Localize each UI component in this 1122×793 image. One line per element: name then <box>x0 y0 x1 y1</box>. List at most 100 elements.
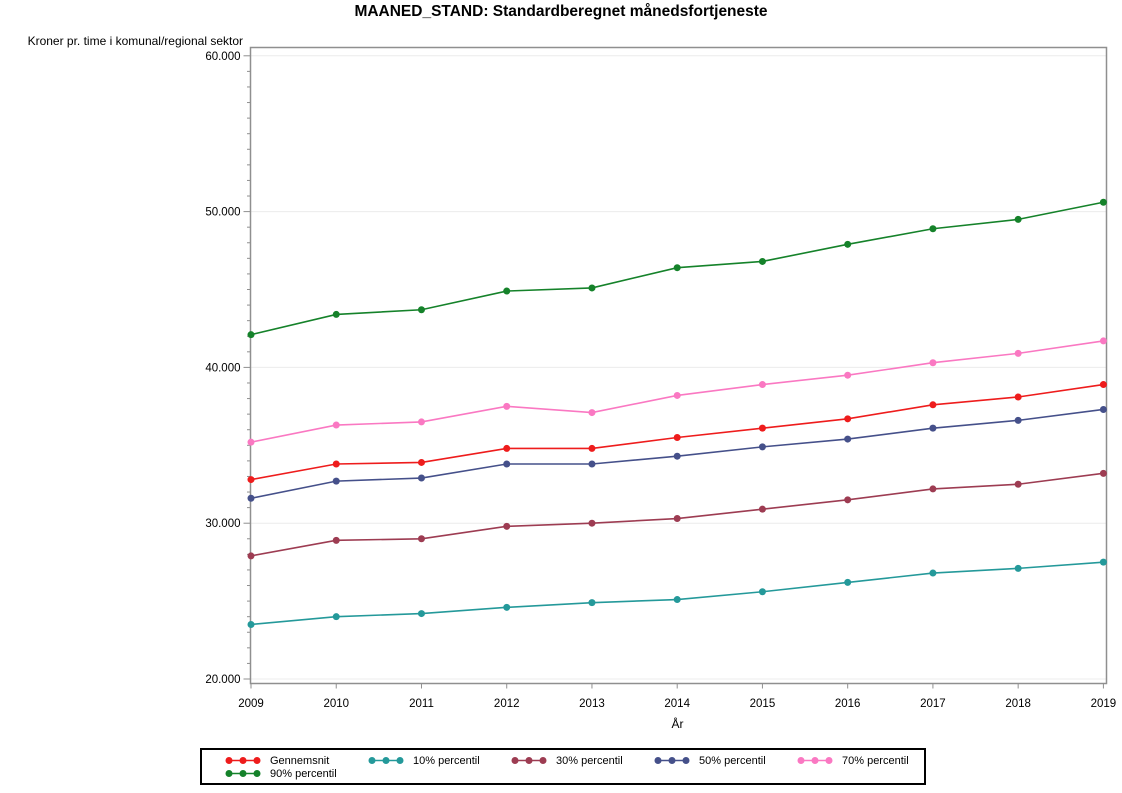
series-line-70%-percentil <box>250 340 1104 443</box>
x-tick-label: 2014 <box>664 698 690 710</box>
legend-item-50%-percentil: 50% percentil <box>653 754 796 767</box>
data-point <box>1099 198 1107 206</box>
x-tick-label: 2017 <box>920 698 946 710</box>
data-point <box>1014 215 1022 223</box>
y-tick-label: 20.000 <box>205 674 240 686</box>
data-point <box>247 331 255 339</box>
legend-marker-icon <box>225 757 261 764</box>
data-point <box>247 552 255 560</box>
data-point <box>929 225 937 233</box>
legend-label: 90% percentil <box>270 767 337 780</box>
data-point <box>503 287 511 295</box>
data-point <box>1014 564 1022 572</box>
data-point <box>1099 405 1107 413</box>
data-point <box>844 578 852 586</box>
data-point <box>332 613 340 621</box>
data-point <box>332 460 340 468</box>
data-point <box>758 443 766 451</box>
x-tick-label: 2012 <box>494 698 520 710</box>
data-point <box>417 418 425 426</box>
data-point <box>588 599 596 607</box>
legend-marker-icon <box>368 757 404 764</box>
data-point <box>247 476 255 484</box>
legend-item-90%-percentil: 90% percentil <box>224 767 367 780</box>
data-point <box>758 588 766 596</box>
data-point <box>417 474 425 482</box>
data-point <box>673 515 681 523</box>
data-point <box>673 264 681 272</box>
data-point <box>1099 558 1107 566</box>
x-tick-label: 2016 <box>835 698 861 710</box>
data-point <box>503 603 511 611</box>
data-point <box>247 494 255 502</box>
legend-label: Gennemsnit <box>270 754 330 767</box>
data-point <box>1014 480 1022 488</box>
y-tick-label: 40.000 <box>205 362 240 374</box>
data-point <box>1099 381 1107 389</box>
data-point <box>332 310 340 318</box>
data-point <box>844 435 852 443</box>
data-point <box>758 257 766 265</box>
legend-label: 30% percentil <box>556 754 623 767</box>
legend-marker-icon <box>511 757 547 764</box>
data-point <box>844 415 852 423</box>
data-point <box>247 438 255 446</box>
data-point <box>929 485 937 493</box>
data-point <box>417 535 425 543</box>
series-line-30%-percentil <box>250 472 1104 557</box>
x-tick-label: 2019 <box>1091 698 1117 710</box>
data-point <box>332 536 340 544</box>
data-point <box>929 401 937 409</box>
data-point <box>844 371 852 379</box>
data-point <box>758 424 766 432</box>
data-point <box>247 620 255 628</box>
data-point <box>758 505 766 513</box>
data-point <box>929 359 937 367</box>
x-tick-label: 2013 <box>579 698 605 710</box>
data-point <box>844 496 852 504</box>
legend-item-70%-percentil: 70% percentil <box>796 754 909 767</box>
x-tick-label: 2011 <box>409 698 434 710</box>
data-point <box>503 460 511 468</box>
data-point <box>1014 393 1022 401</box>
y-tick-label: 30.000 <box>205 518 240 530</box>
data-point <box>1099 337 1107 345</box>
legend-item-30%-percentil: 30% percentil <box>510 754 653 767</box>
data-point <box>503 402 511 410</box>
legend-marker-icon <box>797 757 833 764</box>
legend-label: 50% percentil <box>699 754 766 767</box>
x-tick-label: 2018 <box>1005 698 1031 710</box>
data-point <box>588 409 596 417</box>
data-point <box>758 381 766 389</box>
data-point <box>588 444 596 452</box>
legend-item-gennemsnit: Gennemsnit <box>224 754 367 767</box>
data-point <box>417 306 425 314</box>
data-point <box>673 452 681 460</box>
data-point <box>1014 349 1022 357</box>
chart-title: MAANED_STAND: Standardberegnet månedsfor… <box>354 3 768 20</box>
plot-frame <box>249 46 1108 685</box>
legend-label: 70% percentil <box>842 754 909 767</box>
data-point <box>417 610 425 618</box>
data-point <box>503 522 511 530</box>
data-point <box>332 421 340 429</box>
x-tick-label: 2009 <box>238 698 264 710</box>
data-point <box>673 434 681 442</box>
data-point <box>673 596 681 604</box>
data-point <box>417 458 425 466</box>
data-point <box>332 477 340 485</box>
data-point <box>929 424 937 432</box>
data-point <box>1014 416 1022 424</box>
legend-label: 10% percentil <box>413 754 480 767</box>
x-tick-label: 2010 <box>323 698 349 710</box>
data-point <box>929 569 937 577</box>
legend: Gennemsnit 10% percentil 30% percentil 50% … <box>200 748 926 785</box>
data-point <box>1099 469 1107 477</box>
plot-area: 20.000 30.000 40.000 50.000 60.000 2009 2010 20… <box>205 46 1117 710</box>
y-axis-label: Kroner pr. time i komunal/regional sekto… <box>27 34 243 48</box>
data-point <box>673 391 681 399</box>
y-tick-label: 50.000 <box>205 207 240 219</box>
series-line-10%-percentil <box>250 561 1104 626</box>
legend-marker-icon <box>225 770 261 777</box>
